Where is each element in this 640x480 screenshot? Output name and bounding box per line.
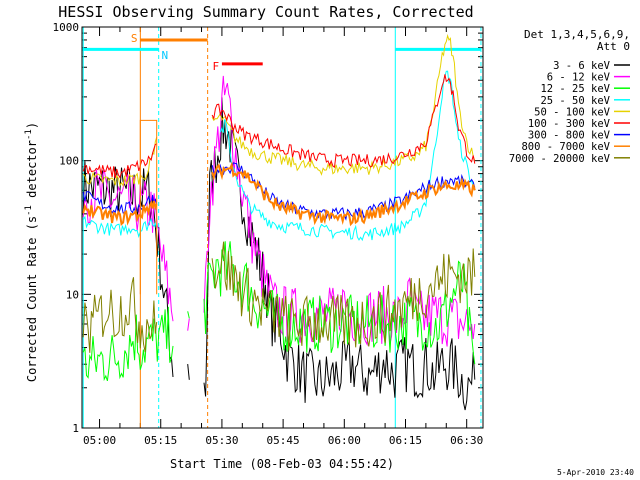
y-tick-label: 1000 <box>53 21 80 34</box>
series-line-6-12-kev <box>82 75 476 347</box>
y-axis-label: Corrected Count Rate (s-1 detector-1) <box>24 122 39 382</box>
x-tick-label: 05:30 <box>205 434 238 447</box>
series-line-100-300-kev <box>82 74 476 179</box>
annotation-n: N <box>161 49 168 62</box>
legend-entry-label: 300 - 800 keV <box>528 130 611 142</box>
x-tick-label: 05:15 <box>144 434 177 447</box>
series-line-50-100-kev <box>82 33 476 188</box>
legend-header-line-2: Att 0 <box>597 40 630 53</box>
x-tick-label: 06:15 <box>389 434 422 447</box>
chart-title: HESSI Observing Summary Count Rates, Cor… <box>58 3 473 21</box>
attenuator-step <box>139 119 158 295</box>
legend-entry-label: 12 - 25 keV <box>540 83 610 95</box>
y-tick-label: 10 <box>66 288 79 301</box>
legend-entry-label: 6 - 12 keV <box>547 72 611 84</box>
x-tick-label: 06:00 <box>328 434 361 447</box>
legend-entry-label: 50 - 100 keV <box>534 106 611 118</box>
axis-tick-labels: 1 10 100 1000 05:00 05:15 05:30 05:45 06:00 06:15… <box>53 21 484 447</box>
x-tick-label: 05:45 <box>267 434 300 447</box>
series-line-25-50-kev <box>82 70 476 242</box>
legend-entry-label: 25 - 50 keV <box>540 95 610 107</box>
x-axis-label: Start Time (08-Feb-03 04:55:42) <box>170 457 394 471</box>
series-layer <box>82 33 476 411</box>
plot-frame <box>81 26 484 429</box>
series-line-800-7000-kev <box>82 161 476 227</box>
legend-entry-label: 3 - 6 keV <box>553 60 611 72</box>
legend-header-line-1: Det 1,3,4,5,6,9, <box>524 28 630 41</box>
y-tick-label: 1 <box>72 422 79 435</box>
y-tick-label: 100 <box>59 155 79 168</box>
x-tick-label: 06:30 <box>450 434 483 447</box>
footer-date: 5-Apr-2010 23:40 <box>557 468 634 477</box>
legend-entry-label: 100 - 300 keV <box>528 118 611 130</box>
legend-entry-label: 7000 - 20000 keV <box>509 153 611 165</box>
x-tick-label: 05:00 <box>83 434 116 447</box>
annotation-s: S <box>131 32 138 45</box>
series-line-12-25-kev <box>82 241 476 382</box>
legend-entry-label: 800 - 7000 keV <box>521 141 610 153</box>
series-line-7000-20000-kev <box>82 241 476 353</box>
annotation-f: F <box>212 60 219 73</box>
